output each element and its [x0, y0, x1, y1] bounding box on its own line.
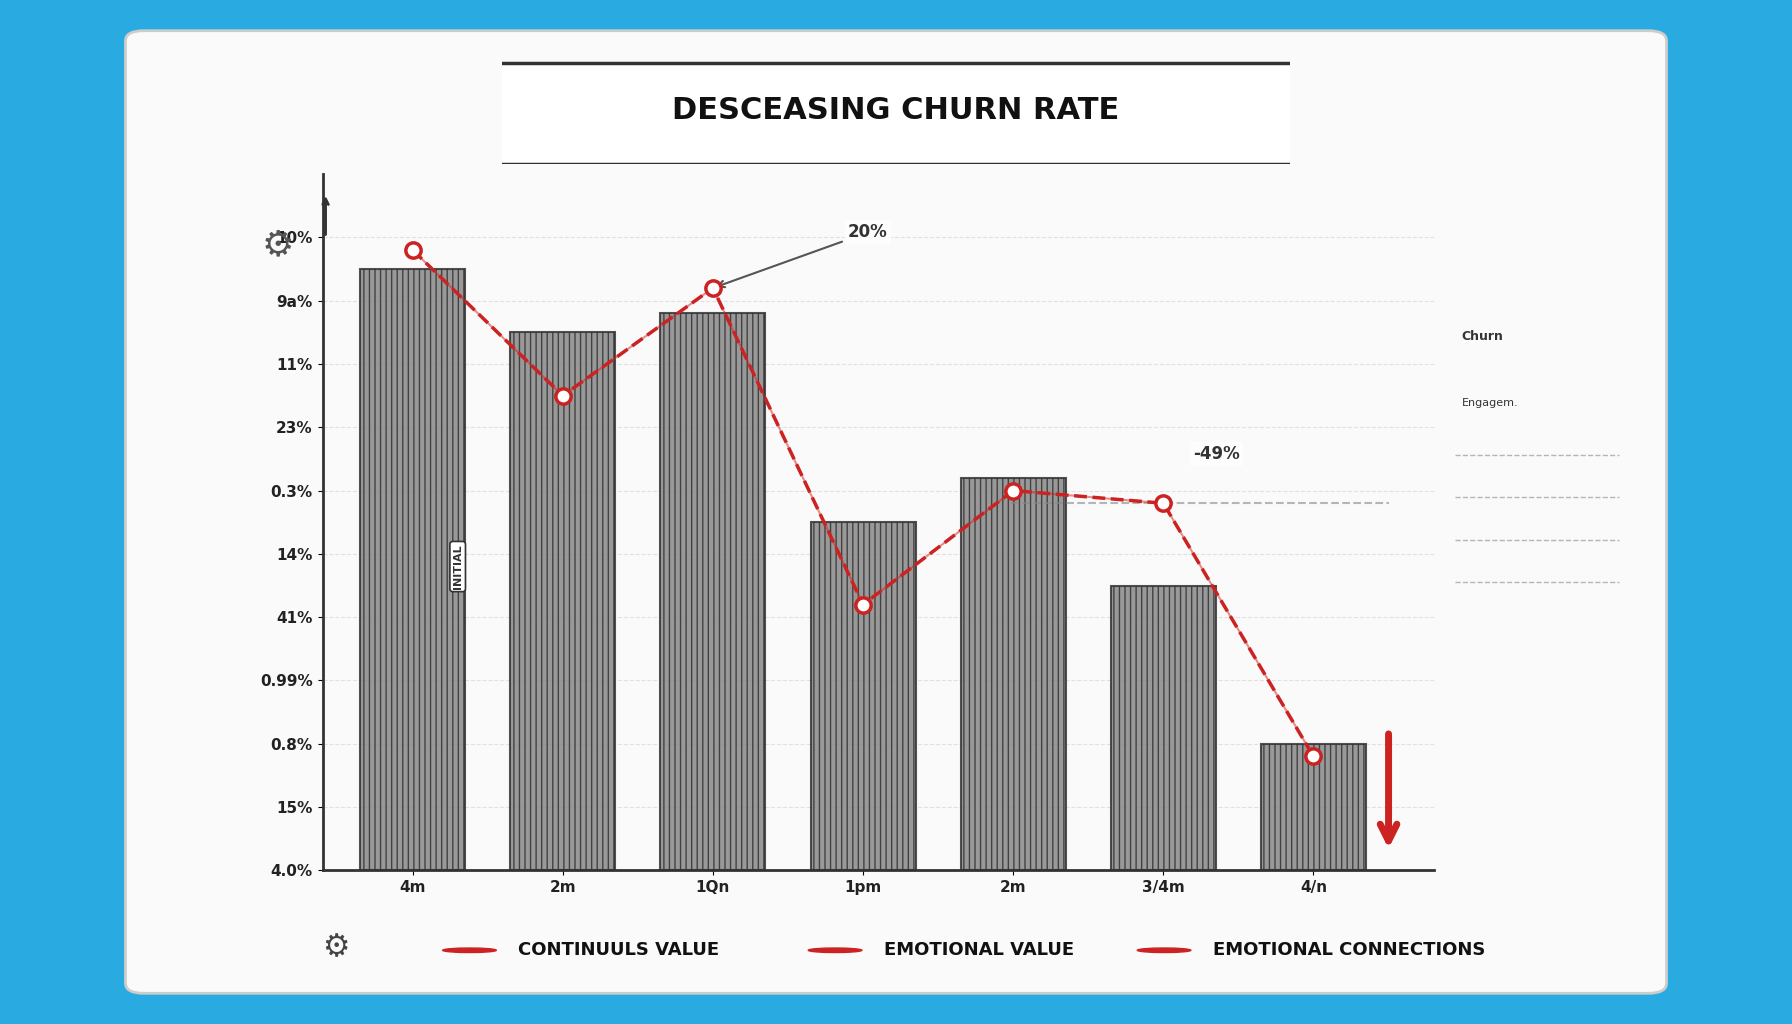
Text: -49%: -49%	[1193, 445, 1240, 463]
Text: EMOTIONAL CONNECTIONS: EMOTIONAL CONNECTIONS	[1213, 941, 1486, 959]
FancyBboxPatch shape	[462, 63, 1330, 164]
Bar	[961, 478, 1066, 870]
Bar	[360, 269, 466, 870]
Text: Churn: Churn	[1462, 330, 1503, 343]
Circle shape	[443, 948, 496, 952]
Text: Engagem.: Engagem.	[1462, 397, 1518, 408]
Text: ⚙: ⚙	[262, 228, 294, 263]
Text: INITIAL: INITIAL	[453, 544, 462, 589]
Text: 20%: 20%	[719, 223, 887, 287]
Text: CONTINUULS VALUE: CONTINUULS VALUE	[518, 941, 719, 959]
Text: ⚙: ⚙	[323, 933, 349, 962]
Bar	[1111, 586, 1217, 870]
Circle shape	[1138, 948, 1192, 952]
Bar	[1262, 743, 1366, 870]
Bar	[810, 522, 916, 870]
Text: EMOTIONΑL VALUE: EMOTIONΑL VALUE	[883, 941, 1073, 959]
Bar	[661, 313, 765, 870]
Circle shape	[808, 948, 862, 952]
Bar	[511, 333, 615, 870]
FancyBboxPatch shape	[125, 31, 1667, 993]
Text: DESCEASING CHURN RATE: DESCEASING CHURN RATE	[672, 96, 1120, 125]
